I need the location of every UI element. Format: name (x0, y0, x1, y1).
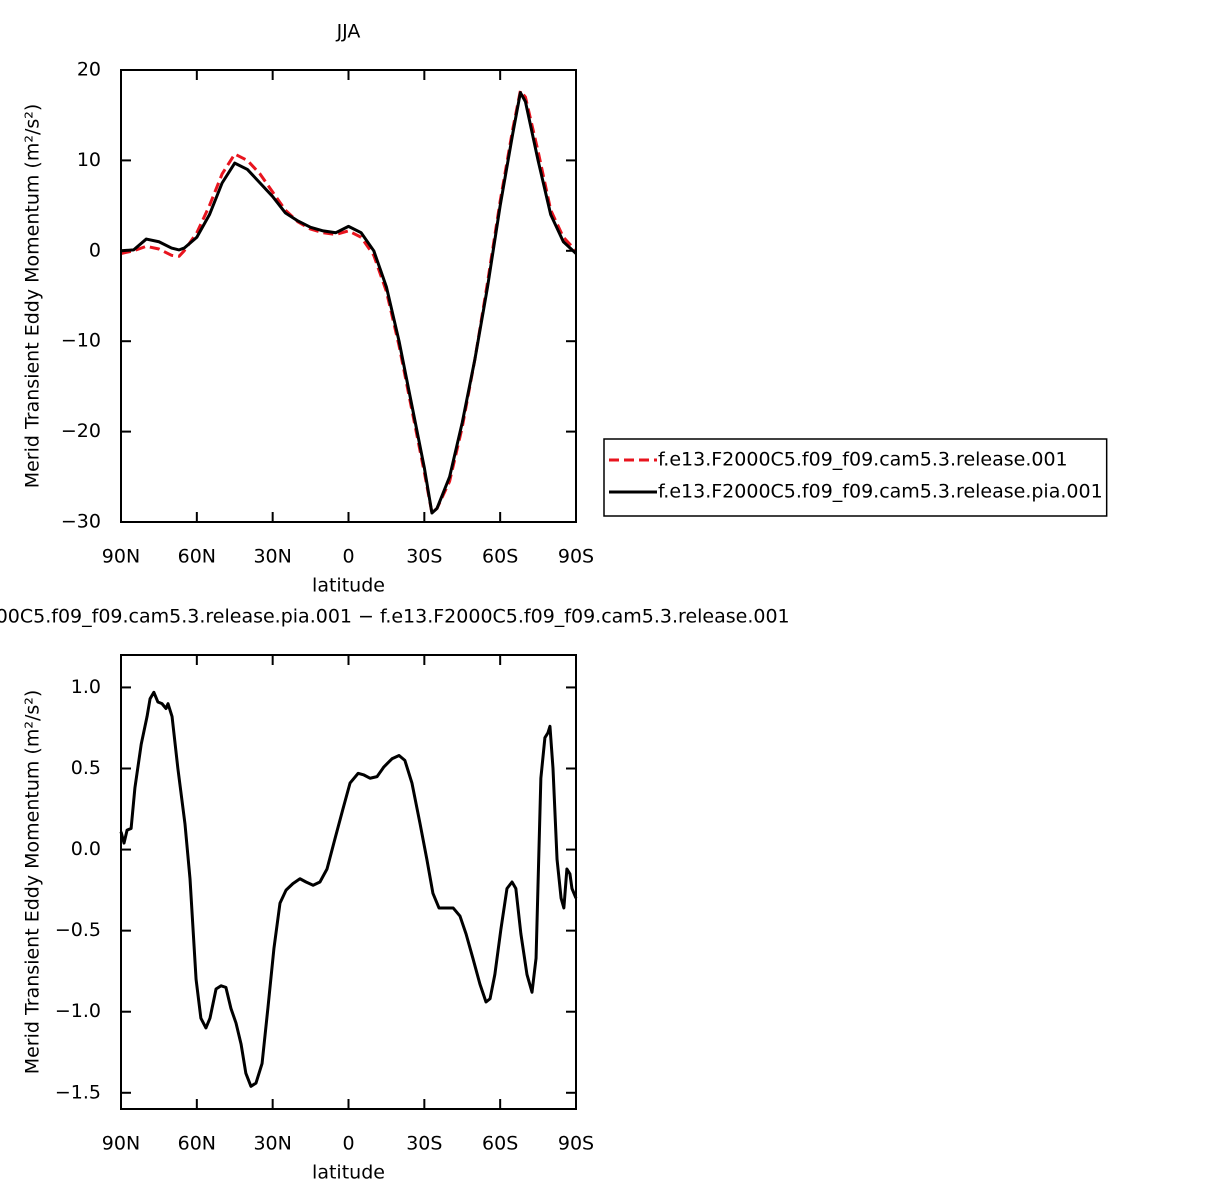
x-tick-label: 30S (406, 546, 442, 568)
y-tick-label: −1.0 (55, 1000, 101, 1022)
chart-title: JJA (336, 21, 361, 43)
x-tick-label: 90S (558, 1133, 594, 1155)
y-tick-label: −30 (61, 511, 101, 533)
y-tick-label: 0.0 (71, 838, 101, 860)
y-tick-label: 20 (77, 59, 101, 81)
y-tick-label: 10 (77, 149, 101, 171)
x-tick-label: 90N (102, 546, 140, 568)
y-axis-label: Merid Transient Eddy Momentum (m²/s²) (22, 104, 44, 489)
y-tick-label: −10 (61, 330, 101, 352)
data-line (119, 690, 578, 1088)
data-line (120, 91, 578, 515)
x-axis-label: latitude (312, 1162, 385, 1184)
y-tick-label: 0.5 (71, 757, 101, 779)
x-tick-label: 0 (342, 1133, 354, 1155)
x-tick-label: 30N (253, 1133, 291, 1155)
x-tick-label: 30N (253, 546, 291, 568)
x-tick-label: 30S (406, 1133, 442, 1155)
legend-label: f.e13.F2000C5.f09_f09.cam5.3.release.001 (658, 449, 1068, 471)
plot-frame (120, 69, 577, 523)
y-tick-label: 1.0 (71, 676, 101, 698)
y-tick-label: −1.5 (55, 1081, 101, 1103)
legend-box (603, 438, 1108, 517)
legend-label: f.e13.F2000C5.f09_f09.cam5.3.release.pia… (658, 481, 1103, 503)
y-tick-label: 0 (89, 239, 101, 261)
plot-frame (120, 654, 577, 1110)
x-axis-label: latitude (312, 575, 385, 597)
y-axis-label: Merid Transient Eddy Momentum (m²/s²) (22, 690, 44, 1075)
x-tick-label: 60S (482, 1133, 518, 1155)
y-tick-label: −20 (61, 420, 101, 442)
x-tick-label: 60S (482, 546, 518, 568)
x-tick-label: 60N (178, 546, 216, 568)
x-tick-label: 0 (342, 546, 354, 568)
x-tick-label: 90N (102, 1133, 140, 1155)
x-tick-label: 60N (178, 1133, 216, 1155)
y-tick-label: −0.5 (55, 919, 101, 941)
x-tick-label: 90S (558, 546, 594, 568)
chart-title: f.e13.F2000C5.f09_f09.cam5.3.release.pia… (0, 606, 790, 628)
